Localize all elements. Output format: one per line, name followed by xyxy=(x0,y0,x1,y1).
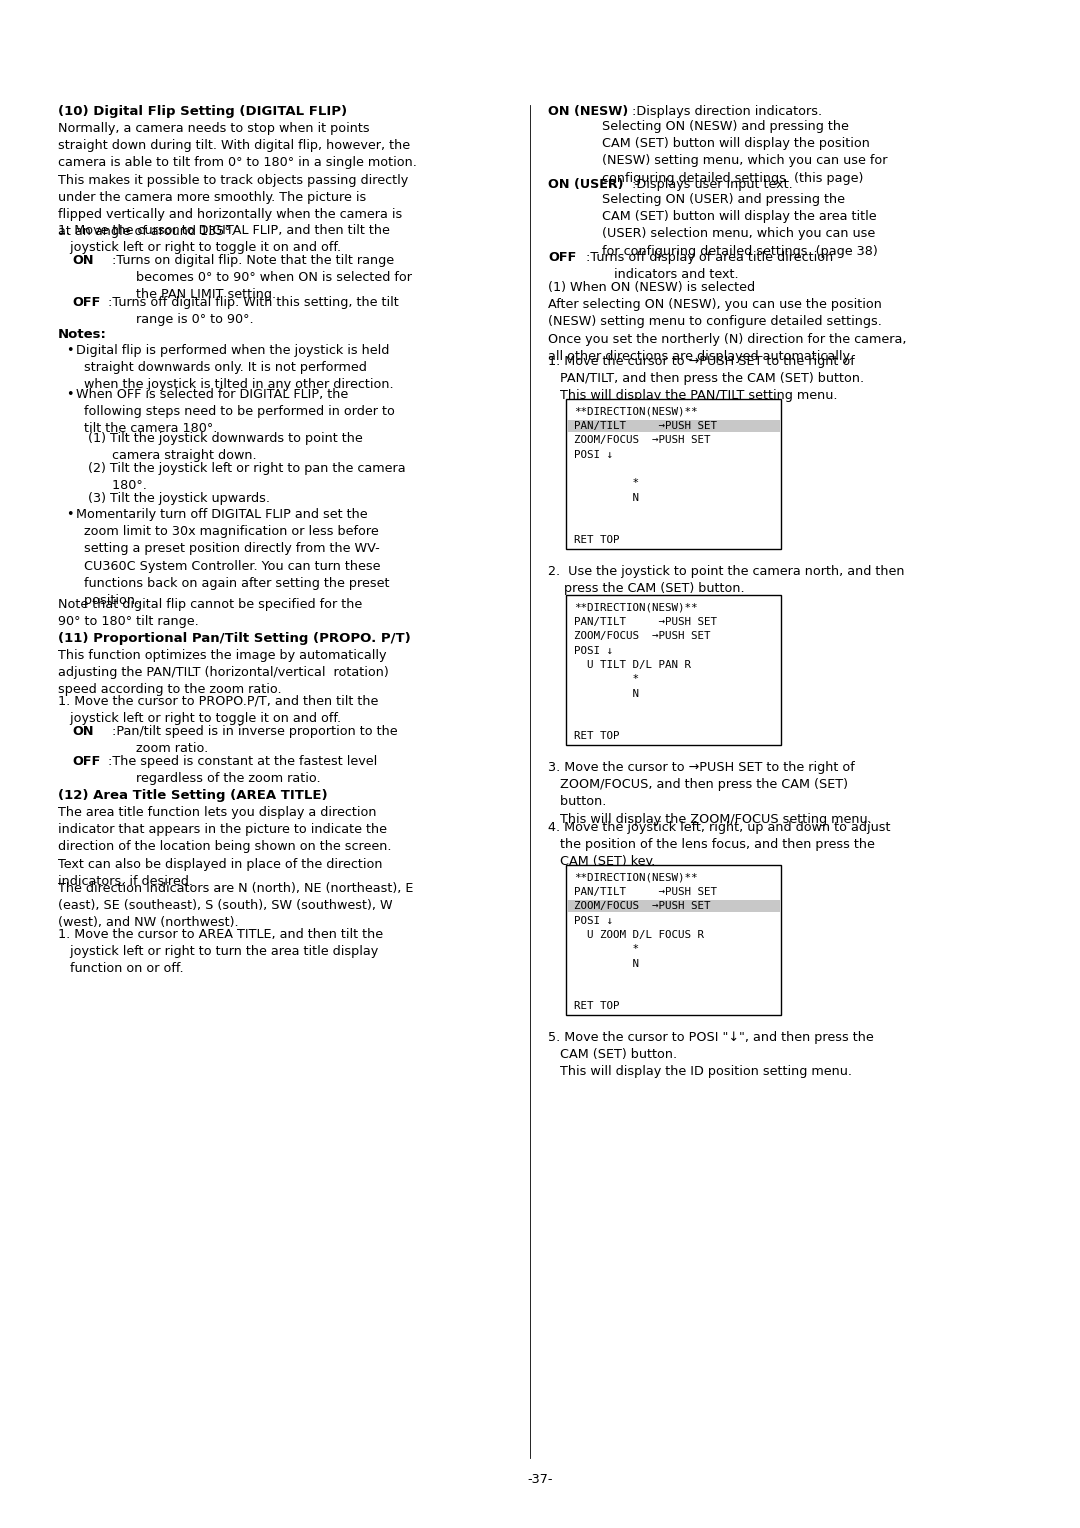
Text: **DIRECTION(NESW)**: **DIRECTION(NESW)** xyxy=(573,406,698,417)
Text: U TILT D/L PAN R: U TILT D/L PAN R xyxy=(573,660,691,669)
Text: 3. Move the cursor to →PUSH SET to the right of
   ZOOM/FOCUS, and then press th: 3. Move the cursor to →PUSH SET to the r… xyxy=(548,761,872,825)
Text: This function optimizes the image by automatically
adjusting the PAN/TILT (horiz: This function optimizes the image by aut… xyxy=(58,649,389,697)
Text: Selecting ON (USER) and pressing the
CAM (SET) button will display the area titl: Selecting ON (USER) and pressing the CAM… xyxy=(602,193,878,258)
Text: RET TOP: RET TOP xyxy=(573,1001,620,1012)
Text: **DIRECTION(NESW)**: **DIRECTION(NESW)** xyxy=(573,604,698,613)
Text: 4. Move the joystick left, right, up and down to adjust
   the position of the l: 4. Move the joystick left, right, up and… xyxy=(548,821,891,868)
Text: :Displays direction indicators.: :Displays direction indicators. xyxy=(624,105,822,118)
Text: Selecting ON (NESW) and pressing the
CAM (SET) button will display the position
: Selecting ON (NESW) and pressing the CAM… xyxy=(602,121,888,185)
Text: •: • xyxy=(66,388,73,400)
Text: The direction indicators are N (north), NE (northeast), E
(east), SE (southeast): The direction indicators are N (north), … xyxy=(58,882,414,929)
Text: (3) Tilt the joystick upwards.: (3) Tilt the joystick upwards. xyxy=(87,492,270,504)
Bar xyxy=(566,399,781,549)
Text: 1. Move the cursor to DIGITAL FLIP, and then tilt the
   joystick left or right : 1. Move the cursor to DIGITAL FLIP, and … xyxy=(58,225,390,254)
Text: ON (USER): ON (USER) xyxy=(548,177,623,191)
Text: 5. Move the cursor to POSI "↓", and then press the
   CAM (SET) button.
   This : 5. Move the cursor to POSI "↓", and then… xyxy=(548,1031,874,1079)
Text: RET TOP: RET TOP xyxy=(573,732,620,741)
Text: POSI ↓: POSI ↓ xyxy=(573,646,613,656)
Text: Digital flip is performed when the joystick is held
  straight downwards only. I: Digital flip is performed when the joyst… xyxy=(76,344,393,391)
Text: **DIRECTION(NESW)**: **DIRECTION(NESW)** xyxy=(573,872,698,883)
Text: -37-: -37- xyxy=(527,1473,553,1487)
Text: OFF: OFF xyxy=(72,296,100,309)
Text: (12) Area Title Setting (AREA TITLE): (12) Area Title Setting (AREA TITLE) xyxy=(58,788,327,802)
Text: ON: ON xyxy=(72,724,94,738)
Text: ON: ON xyxy=(72,254,94,267)
Text: 2.  Use the joystick to point the camera north, and then
    press the CAM (SET): 2. Use the joystick to point the camera … xyxy=(548,565,905,596)
Bar xyxy=(566,594,781,746)
Text: U ZOOM D/L FOCUS R: U ZOOM D/L FOCUS R xyxy=(573,931,704,940)
Text: :Turns off digital flip. With this setting, the tilt
        range is 0° to 90°.: :Turns off digital flip. With this setti… xyxy=(104,296,399,325)
Text: •: • xyxy=(66,507,73,521)
Text: :Turns on digital flip. Note that the tilt range
        becomes 0° to 90° when : :Turns on digital flip. Note that the ti… xyxy=(104,254,411,301)
Text: ZOOM/FOCUS  →PUSH SET: ZOOM/FOCUS →PUSH SET xyxy=(573,902,711,911)
Text: :Pan/tilt speed is in inverse proportion to the
        zoom ratio.: :Pan/tilt speed is in inverse proportion… xyxy=(104,724,397,755)
Text: The area title function lets you display a direction
indicator that appears in t: The area title function lets you display… xyxy=(58,805,391,888)
Text: PAN/TILT     →PUSH SET: PAN/TILT →PUSH SET xyxy=(573,617,717,626)
Text: POSI ↓: POSI ↓ xyxy=(573,449,613,460)
Bar xyxy=(567,900,780,912)
Text: 1. Move the cursor to AREA TITLE, and then tilt the
   joystick left or right to: 1. Move the cursor to AREA TITLE, and th… xyxy=(58,927,383,975)
Text: :Displays user input text.: :Displays user input text. xyxy=(624,177,793,191)
Text: OFF: OFF xyxy=(72,755,100,769)
Text: PAN/TILT     →PUSH SET: PAN/TILT →PUSH SET xyxy=(573,888,717,897)
Text: Notes:: Notes: xyxy=(58,329,107,341)
Text: *: * xyxy=(573,674,639,685)
Text: RET TOP: RET TOP xyxy=(573,535,620,545)
Text: (1) Tilt the joystick downwards to point the
      camera straight down.: (1) Tilt the joystick downwards to point… xyxy=(87,432,363,461)
Text: OFF: OFF xyxy=(548,251,577,264)
Bar xyxy=(567,420,780,432)
Text: Normally, a camera needs to stop when it points
straight down during tilt. With : Normally, a camera needs to stop when it… xyxy=(58,122,417,238)
Text: ZOOM/FOCUS  →PUSH SET: ZOOM/FOCUS →PUSH SET xyxy=(573,631,711,642)
Text: :The speed is constant at the fastest level
        regardless of the zoom ratio: :The speed is constant at the fastest le… xyxy=(104,755,377,785)
Text: Momentarily turn off DIGITAL FLIP and set the
  zoom limit to 30x magnification : Momentarily turn off DIGITAL FLIP and se… xyxy=(76,507,390,607)
Text: (11) Proportional Pan/Tilt Setting (PROPO. P/T): (11) Proportional Pan/Tilt Setting (PROP… xyxy=(58,633,410,645)
Text: *: * xyxy=(573,478,639,489)
Text: When OFF is selected for DIGITAL FLIP, the
  following steps need to be performe: When OFF is selected for DIGITAL FLIP, t… xyxy=(76,388,395,435)
Text: Note that digital flip cannot be specified for the
90° to 180° tilt range.: Note that digital flip cannot be specifi… xyxy=(58,597,362,628)
Text: ZOOM/FOCUS  →PUSH SET: ZOOM/FOCUS →PUSH SET xyxy=(573,435,711,446)
Text: POSI ↓: POSI ↓ xyxy=(573,915,613,926)
Text: •: • xyxy=(66,344,73,358)
Text: 1. Move the cursor to PROPO.P/T, and then tilt the
   joystick left or right to : 1. Move the cursor to PROPO.P/T, and the… xyxy=(58,695,378,726)
Text: N: N xyxy=(573,689,639,698)
Text: (2) Tilt the joystick left or right to pan the camera
      180°.: (2) Tilt the joystick left or right to p… xyxy=(87,461,406,492)
Text: N: N xyxy=(573,492,639,503)
Text: (10) Digital Flip Setting (DIGITAL FLIP): (10) Digital Flip Setting (DIGITAL FLIP) xyxy=(58,105,347,118)
Text: (1) When ON (NESW) is selected
After selecting ON (NESW), you can use the positi: (1) When ON (NESW) is selected After sel… xyxy=(548,281,906,362)
Text: 1. Move the cursor to →PUSH SET to the right of
   PAN/TILT, and then press the : 1. Move the cursor to →PUSH SET to the r… xyxy=(548,354,864,402)
Text: :Turns off display of area title direction
         indicators and text.: :Turns off display of area title directi… xyxy=(578,251,834,281)
Text: ON (NESW): ON (NESW) xyxy=(548,105,629,118)
Text: PAN/TILT     →PUSH SET: PAN/TILT →PUSH SET xyxy=(573,422,717,431)
Bar xyxy=(566,865,781,1015)
Text: N: N xyxy=(573,958,639,969)
Text: *: * xyxy=(573,944,639,955)
